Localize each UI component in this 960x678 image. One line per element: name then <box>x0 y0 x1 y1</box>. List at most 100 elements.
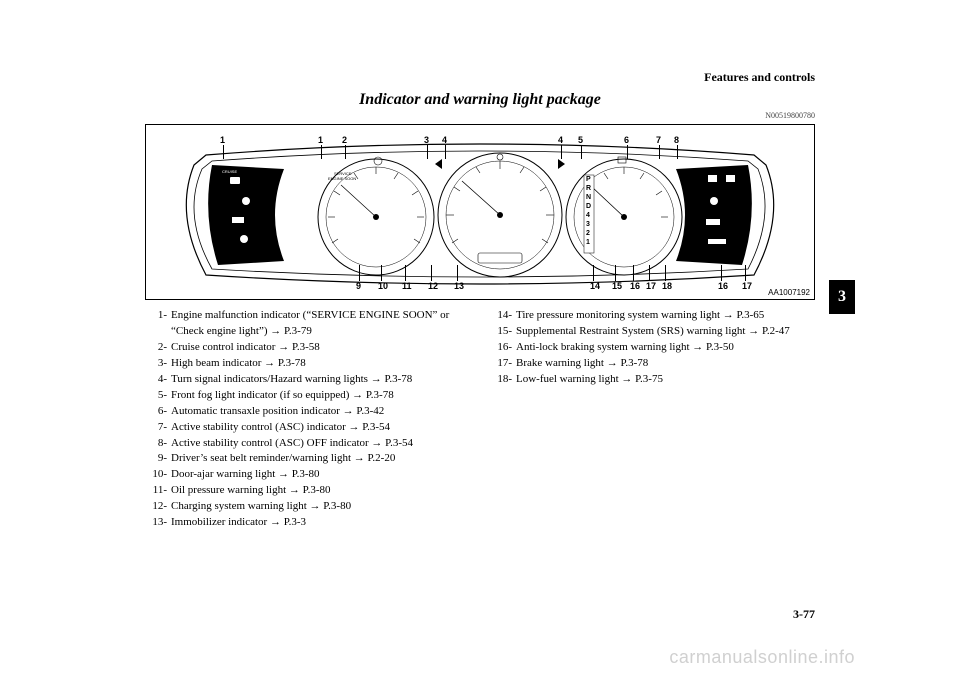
legend-row: 11-Oil pressure warning light → P.3-80 <box>145 483 470 499</box>
legend-row: 8-Active stability control (ASC) OFF ind… <box>145 436 470 452</box>
legend-num: 13- <box>145 515 171 531</box>
callout-leader <box>321 145 322 159</box>
legend-num: 17- <box>490 356 516 372</box>
callout-bottom: 13 <box>454 281 464 291</box>
callout-leader <box>745 265 746 281</box>
callout-leader <box>405 265 406 281</box>
callout-leader <box>561 145 562 159</box>
legend-row: 7-Active stability control (ASC) indicat… <box>145 420 470 436</box>
callout-bottom: 11 <box>402 281 412 291</box>
legend-num: 14- <box>490 308 516 324</box>
legend-num: 12- <box>145 499 171 515</box>
legend-text: Anti-lock braking system warning light →… <box>516 340 815 356</box>
legend-row: 4-Turn signal indicators/Hazard warning … <box>145 372 470 388</box>
legend-text: Oil pressure warning light → P.3-80 <box>171 483 470 499</box>
legend-num: 10- <box>145 467 171 483</box>
callout-top: 1 <box>220 135 225 145</box>
callout-leader <box>633 265 634 281</box>
legend-row: 17-Brake warning light → P.3-78 <box>490 356 815 372</box>
legend-text: Engine malfunction indicator (“SERVICE E… <box>171 308 470 340</box>
gear-indicator: P R N D 4 3 2 1 <box>586 175 591 247</box>
legend-row: 13-Immobilizer indicator → P.3-3 <box>145 515 470 531</box>
callout-leader <box>457 265 458 281</box>
callout-top: 4 <box>558 135 563 145</box>
legend-row: 12-Charging system warning light → P.3-8… <box>145 499 470 515</box>
callout-top: 2 <box>342 135 347 145</box>
page-content: Features and controls Indicator and warn… <box>145 70 815 531</box>
legend-text: Driver’s seat belt reminder/warning ligh… <box>171 451 470 467</box>
legend-num: 1- <box>145 308 171 340</box>
callout-top: 4 <box>442 135 447 145</box>
legend-text: Brake warning light → P.3-78 <box>516 356 815 372</box>
legend-text: Turn signal indicators/Hazard warning li… <box>171 372 470 388</box>
page-number: 3-77 <box>793 607 815 622</box>
callout-leader <box>615 265 616 281</box>
legend-row: 18-Low-fuel warning light → P.3-75 <box>490 372 815 388</box>
legend-right-col: 14-Tire pressure monitoring system warni… <box>490 308 815 531</box>
legend-num: 8- <box>145 436 171 452</box>
legend-row: 3-High beam indicator → P.3-78 <box>145 356 470 372</box>
callout-leader <box>677 145 678 159</box>
legend-text: Supplemental Restraint System (SRS) warn… <box>516 324 815 340</box>
callout-bottom: 15 <box>612 281 622 291</box>
callout-leader <box>427 145 428 159</box>
callout-bottom: 14 <box>590 281 600 291</box>
callout-bottom: 9 <box>356 281 361 291</box>
callout-top: 8 <box>674 135 679 145</box>
legend-num: 2- <box>145 340 171 356</box>
legend-columns: 1-Engine malfunction indicator (“SERVICE… <box>145 308 815 531</box>
callout-leader <box>659 145 660 159</box>
legend-num: 9- <box>145 451 171 467</box>
legend-text: Charging system warning light → P.3-80 <box>171 499 470 515</box>
legend-num: 18- <box>490 372 516 388</box>
legend-row: 14-Tire pressure monitoring system warni… <box>490 308 815 324</box>
legend-row: 16-Anti-lock braking system warning ligh… <box>490 340 815 356</box>
legend-text: Active stability control (ASC) indicator… <box>171 420 470 436</box>
legend-num: 6- <box>145 404 171 420</box>
callout-top: 6 <box>624 135 629 145</box>
legend-row: 6-Automatic transaxle position indicator… <box>145 404 470 420</box>
cluster-svg: SERVICE ENGINE SOON CRUISE <box>146 125 814 299</box>
svg-text:CRUISE: CRUISE <box>222 169 237 174</box>
legend-num: 15- <box>490 324 516 340</box>
callout-bottom: 18 <box>662 281 672 291</box>
legend-num: 7- <box>145 420 171 436</box>
section-tab: 3 <box>829 280 855 314</box>
legend-left-col: 1-Engine malfunction indicator (“SERVICE… <box>145 308 470 531</box>
callout-leader <box>445 145 446 159</box>
legend-row: 15-Supplemental Restraint System (SRS) w… <box>490 324 815 340</box>
legend-row: 1-Engine malfunction indicator (“SERVICE… <box>145 308 470 340</box>
callout-leader <box>381 265 382 281</box>
legend-text: Door-ajar warning light → P.3-80 <box>171 467 470 483</box>
callout-bottom: 17 <box>646 281 656 291</box>
callout-top: 7 <box>656 135 661 145</box>
page-title: Indicator and warning light package <box>145 91 815 109</box>
callout-leader <box>627 145 628 159</box>
callout-leader <box>721 265 722 281</box>
callout-bottom: 12 <box>428 281 438 291</box>
callout-top: 5 <box>578 135 583 145</box>
callout-top: 3 <box>424 135 429 145</box>
callout-top: 1 <box>318 135 323 145</box>
legend-num: 16- <box>490 340 516 356</box>
doc-number: N00519800780 <box>145 111 815 120</box>
legend-row: 2-Cruise control indicator → P.3-58 <box>145 340 470 356</box>
legend-row: 10-Door-ajar warning light → P.3-80 <box>145 467 470 483</box>
legend-num: 4- <box>145 372 171 388</box>
legend-text: Immobilizer indicator → P.3-3 <box>171 515 470 531</box>
legend-num: 3- <box>145 356 171 372</box>
callout-leader <box>665 265 666 281</box>
legend-text: Front fog light indicator (if so equippe… <box>171 388 470 404</box>
cluster-figure: SERVICE ENGINE SOON CRUISE P R N D 4 3 2… <box>145 124 815 300</box>
legend-num: 11- <box>145 483 171 499</box>
callout-bottom: 10 <box>378 281 388 291</box>
watermark: carmanualsonline.info <box>669 647 855 668</box>
callout-leader <box>581 145 582 159</box>
callout-leader <box>223 145 224 159</box>
callout-leader <box>359 265 360 281</box>
callout-bottom: 17 <box>742 281 752 291</box>
legend-row: 9-Driver’s seat belt reminder/warning li… <box>145 451 470 467</box>
legend-text: Cruise control indicator → P.3-58 <box>171 340 470 356</box>
callout-leader <box>431 265 432 281</box>
callout-bottom: 16 <box>630 281 640 291</box>
